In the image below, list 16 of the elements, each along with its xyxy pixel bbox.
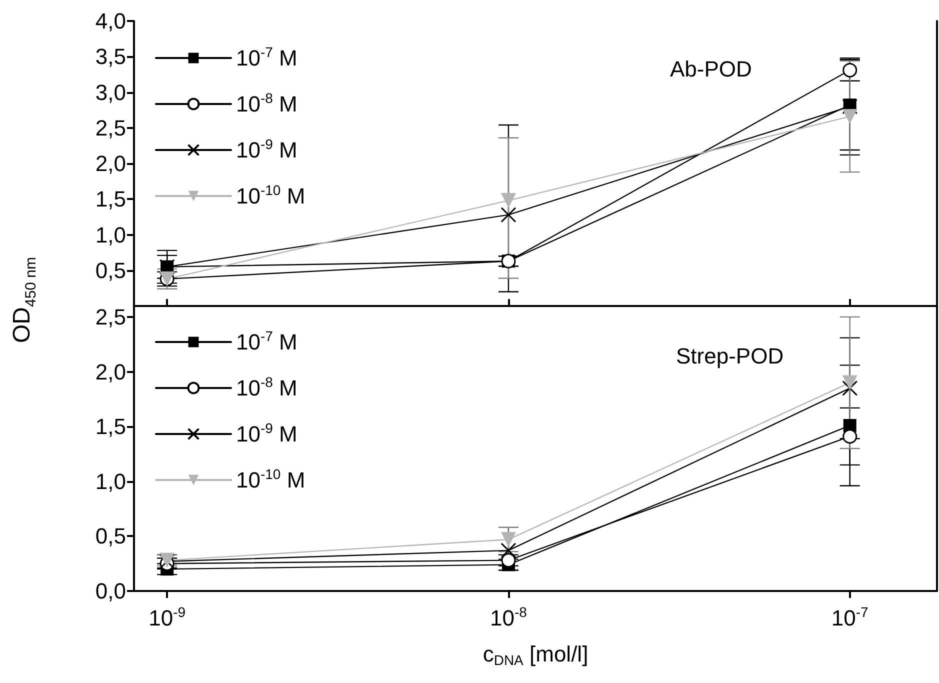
y-tick-label: 0,5 — [95, 258, 126, 283]
y-tick-label: 1,0 — [95, 468, 126, 494]
y-tick-label: 3,0 — [95, 80, 126, 105]
y-tick-label: 0,5 — [95, 524, 126, 549]
y-tick-label: 4,0 — [95, 8, 126, 34]
y-tick-label: 0,0 — [95, 578, 126, 604]
y-tick-label: 1,0 — [95, 222, 126, 248]
y-tick-label: 2,5 — [95, 115, 126, 140]
y-tick-label: 1,5 — [95, 414, 126, 440]
y-tick-label: 2,0 — [95, 359, 126, 384]
annotation: Strep-POD — [676, 344, 784, 368]
y-tick-label: 1,5 — [95, 186, 126, 212]
y-tick-label: 2,0 — [95, 151, 126, 176]
y-tick-label: 2,5 — [95, 304, 126, 330]
annotation: Ab-POD — [670, 56, 752, 82]
y-tick-label: 3,5 — [95, 44, 126, 70]
